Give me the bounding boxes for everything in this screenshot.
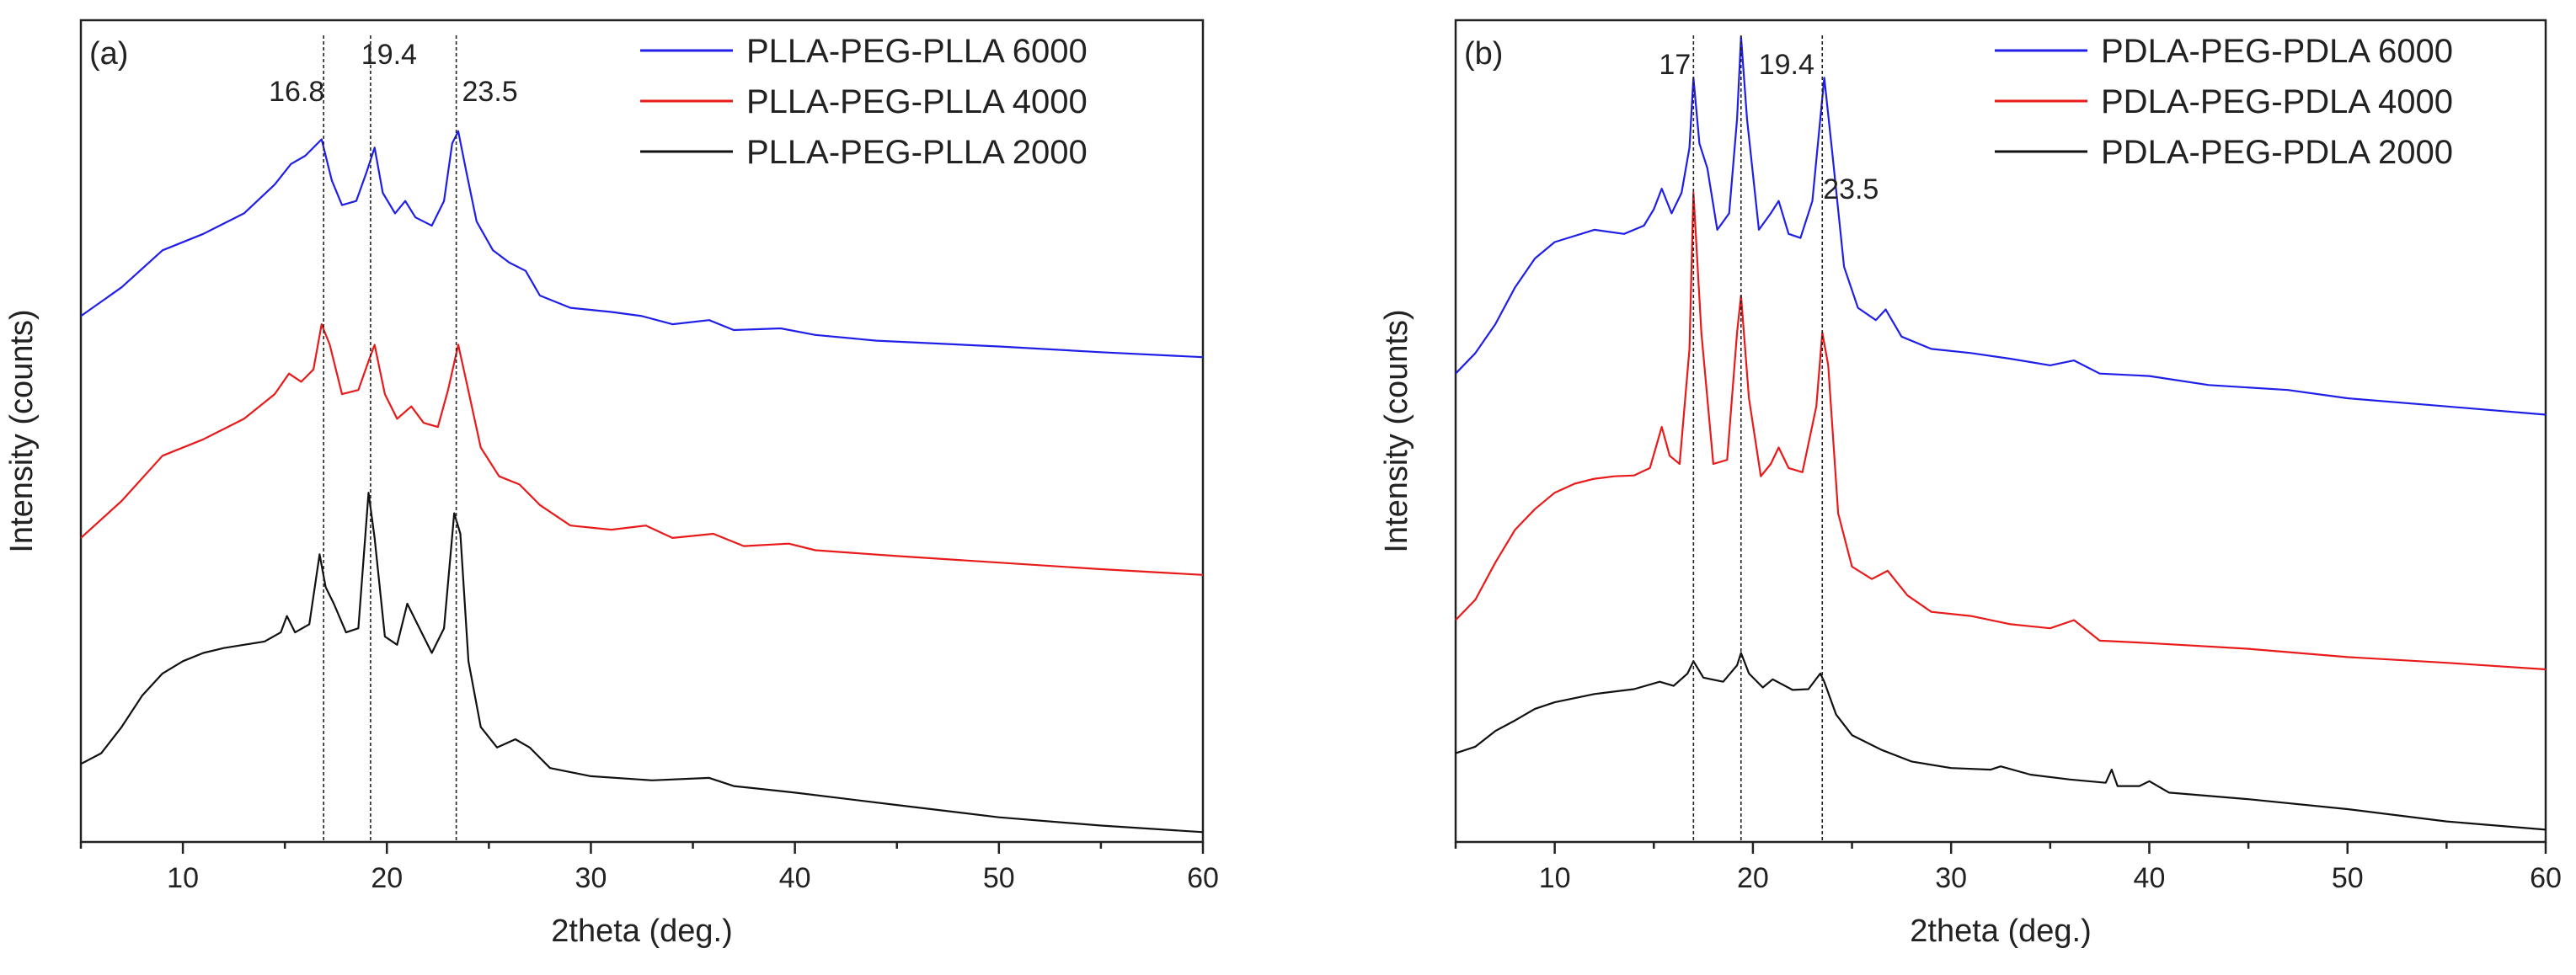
x-tick-label-a: 40: [779, 862, 811, 894]
peak-label-b-2: 23.5: [1823, 173, 1879, 205]
x-tick-label-b: 50: [2332, 862, 2364, 894]
x-tick-label-b: 20: [1737, 862, 1769, 894]
x-tick-label-a: 60: [1187, 862, 1219, 894]
peak-label-b-0: 17: [1659, 49, 1691, 81]
x-tick-label-a: 30: [575, 862, 607, 894]
series-line-b-2: [1455, 652, 2547, 831]
x-axis-title-a: 2theta (deg.): [551, 914, 732, 949]
peak-label-a-2: 23.5: [462, 76, 518, 108]
legend-label-a-1: PLLA-PEG-PLLA 4000: [746, 83, 1088, 120]
x-tick-label-b: 10: [1539, 862, 1571, 894]
peak-label-a-1: 19.4: [361, 39, 417, 71]
peak-label-b-1: 19.4: [1759, 49, 1814, 81]
legend-label-a-0: PLLA-PEG-PLLA 6000: [746, 33, 1088, 70]
x-tick-label-a: 10: [167, 862, 199, 894]
x-tick-label-a: 20: [371, 862, 403, 894]
y-axis-title-b: Intensity (counts): [1379, 309, 1414, 552]
x-tick-label-b: 40: [2134, 862, 2166, 894]
panel-a-chart: 10 20 30 40 50 60 2theta (deg.) Intensity (coun…: [4, 19, 1219, 949]
plot-frame-a: [79, 19, 1205, 844]
y-axis-title-a: Intensity (counts): [4, 309, 40, 552]
series-line-a-2: [80, 492, 1204, 834]
series-line-b-1: [1455, 191, 2547, 671]
legend-label-b-0: PDLA-PEG-PDLA 6000: [2101, 33, 2453, 70]
x-tick-label-b: 30: [1935, 862, 1967, 894]
x-axis-title-b: 2theta (deg.): [1910, 914, 2091, 949]
peak-label-a-0: 16.8: [269, 76, 324, 108]
series-line-a-1: [80, 323, 1204, 576]
x-tick-label-a: 50: [983, 862, 1015, 894]
legend-label-b-2: PDLA-PEG-PDLA 2000: [2101, 134, 2453, 171]
series-line-b-0: [1455, 35, 2547, 416]
panel-b-chart: 10 20 30 40 50 60 2theta (deg.) Intensity (coun…: [1379, 19, 2562, 949]
panel-label-b: (b): [1464, 36, 1503, 72]
panel-label-a: (a): [89, 36, 128, 72]
legend-label-b-1: PDLA-PEG-PDLA 4000: [2101, 83, 2453, 120]
series-line-a-0: [80, 130, 1204, 359]
legend-label-a-2: PLLA-PEG-PLLA 2000: [746, 134, 1088, 171]
x-tick-label-b: 60: [2530, 862, 2562, 894]
plot-frame-b: [1454, 19, 2547, 844]
